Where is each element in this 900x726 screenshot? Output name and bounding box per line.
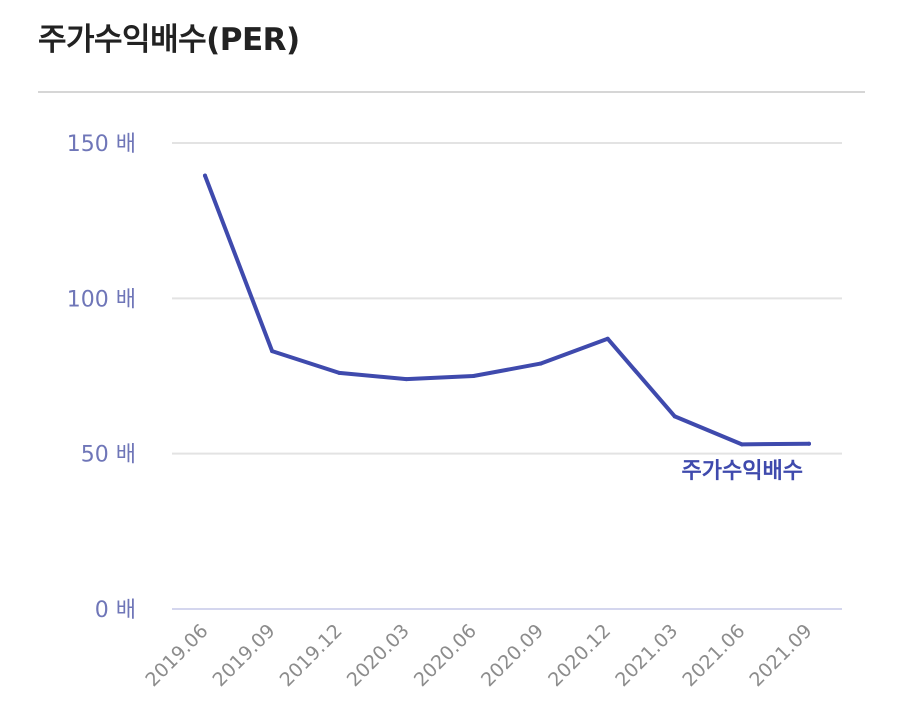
x-tick-label: 2020.03 xyxy=(343,620,414,691)
data-point xyxy=(739,442,744,447)
series-layer xyxy=(203,173,811,447)
chart-title: 주가수익배수(PER) xyxy=(38,22,300,58)
data-point xyxy=(605,336,610,341)
x-axis-ticks: 2019.062019.092019.122020.032020.062020.… xyxy=(141,620,816,691)
x-tick-label: 2019.09 xyxy=(209,620,280,691)
data-point xyxy=(672,414,677,419)
x-tick-label: 2020.12 xyxy=(544,620,615,691)
grid-lines xyxy=(172,142,842,610)
data-point xyxy=(203,173,207,178)
data-point xyxy=(538,361,543,366)
x-tick-label: 2020.06 xyxy=(410,620,481,691)
data-point xyxy=(807,441,811,446)
data-point xyxy=(404,377,409,382)
data-point xyxy=(270,349,275,354)
x-tick-label: 2019.06 xyxy=(141,620,212,691)
x-tick-label: 2021.09 xyxy=(745,620,816,691)
y-axis-ticks: 0 배 50 배 100 배 150 배 xyxy=(67,132,136,623)
data-point xyxy=(471,374,476,378)
y-tick-label: 0 배 xyxy=(95,598,136,623)
x-tick-label: 2020.09 xyxy=(477,620,548,691)
series-label: 주가수익배수 xyxy=(682,459,803,484)
x-tick-label: 2019.12 xyxy=(276,620,347,691)
title-divider xyxy=(38,91,865,93)
y-tick-label: 50 배 xyxy=(81,443,136,468)
y-tick-label: 150 배 xyxy=(67,132,136,157)
y-tick-label: 100 배 xyxy=(67,287,136,312)
x-tick-label: 2021.03 xyxy=(611,620,682,691)
per-series-line xyxy=(203,173,811,447)
x-tick-label: 2021.06 xyxy=(678,620,749,691)
data-point xyxy=(337,370,342,375)
